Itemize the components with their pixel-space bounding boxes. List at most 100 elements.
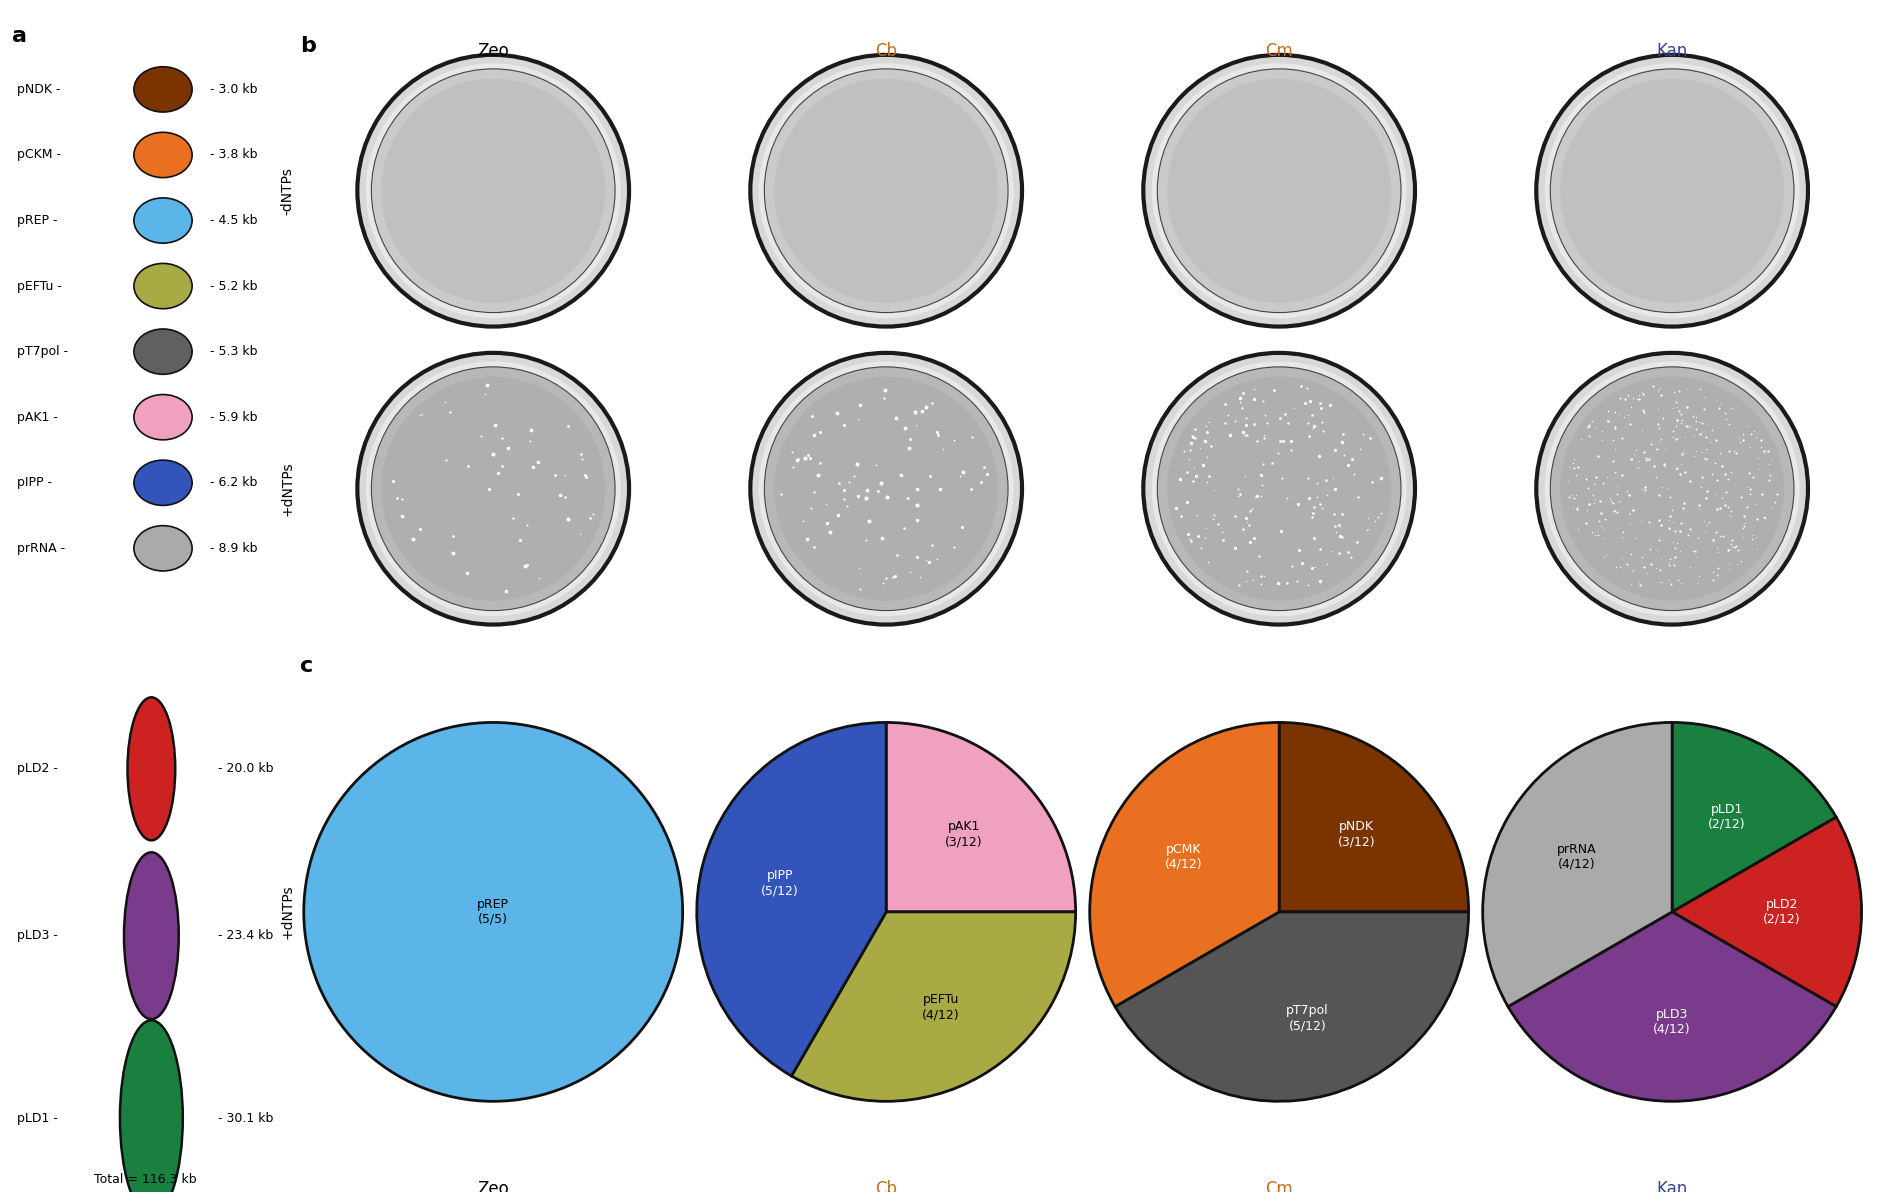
Text: pEFTu
(4/12): pEFTu (4/12): [922, 993, 960, 1022]
Text: +dNTPs: +dNTPs: [280, 884, 295, 939]
Circle shape: [381, 79, 605, 303]
Text: Cb: Cb: [875, 42, 898, 60]
Circle shape: [1561, 79, 1784, 303]
Wedge shape: [1279, 722, 1469, 912]
Ellipse shape: [133, 132, 192, 178]
Text: pREP -: pREP -: [17, 215, 58, 226]
Circle shape: [1561, 377, 1784, 601]
Wedge shape: [1089, 722, 1279, 1006]
Ellipse shape: [120, 1020, 182, 1192]
Text: prRNA -: prRNA -: [17, 542, 66, 554]
Text: pLD1
(2/12): pLD1 (2/12): [1709, 802, 1747, 831]
Circle shape: [1536, 353, 1809, 625]
Text: pNDK
(3/12): pNDK (3/12): [1337, 820, 1377, 849]
Text: pCKM -: pCKM -: [17, 149, 62, 161]
Circle shape: [1144, 353, 1414, 625]
Ellipse shape: [133, 198, 192, 243]
Wedge shape: [1671, 818, 1861, 1006]
Text: - 5.3 kb: - 5.3 kb: [210, 346, 257, 358]
Text: - 30.1 kb: - 30.1 kb: [218, 1112, 274, 1124]
Circle shape: [1144, 55, 1414, 327]
Text: pREP
(5/5): pREP (5/5): [477, 898, 509, 926]
Circle shape: [751, 353, 1022, 625]
Circle shape: [759, 361, 1014, 616]
Ellipse shape: [133, 263, 192, 309]
Circle shape: [357, 55, 629, 327]
Text: pLD1 -: pLD1 -: [17, 1112, 58, 1124]
Text: - 4.5 kb: - 4.5 kb: [210, 215, 257, 226]
Text: pLD2 -: pLD2 -: [17, 763, 58, 775]
Text: pLD2
(2/12): pLD2 (2/12): [1763, 898, 1801, 926]
Text: Zeo: Zeo: [477, 1180, 509, 1192]
Circle shape: [751, 55, 1022, 327]
Wedge shape: [1508, 912, 1837, 1101]
Circle shape: [1157, 69, 1401, 312]
Text: Kan: Kan: [1656, 1180, 1688, 1192]
Circle shape: [764, 367, 1008, 610]
Text: pEFTu -: pEFTu -: [17, 280, 62, 292]
Text: pLD3
(4/12): pLD3 (4/12): [1653, 1007, 1690, 1036]
Text: - 23.4 kb: - 23.4 kb: [218, 930, 274, 942]
Ellipse shape: [133, 395, 192, 440]
Text: prRNA
(4/12): prRNA (4/12): [1557, 843, 1596, 871]
Circle shape: [1151, 63, 1407, 318]
Circle shape: [1166, 79, 1392, 303]
Ellipse shape: [133, 67, 192, 112]
Wedge shape: [304, 722, 682, 1101]
Circle shape: [1546, 361, 1799, 616]
Text: - 20.0 kb: - 20.0 kb: [218, 763, 274, 775]
Text: pAK1 -: pAK1 -: [17, 411, 58, 423]
Text: pT7pol
(5/12): pT7pol (5/12): [1286, 1004, 1330, 1032]
Wedge shape: [1484, 722, 1671, 1006]
Text: - 6.2 kb: - 6.2 kb: [210, 477, 257, 489]
Text: pNDK -: pNDK -: [17, 83, 60, 95]
Text: - 5.2 kb: - 5.2 kb: [210, 280, 257, 292]
Circle shape: [764, 69, 1008, 312]
Text: pLD3 -: pLD3 -: [17, 930, 58, 942]
Wedge shape: [697, 722, 886, 1076]
Circle shape: [1157, 367, 1401, 610]
Circle shape: [372, 367, 616, 610]
Wedge shape: [1671, 722, 1837, 912]
Ellipse shape: [133, 526, 192, 571]
Circle shape: [357, 353, 629, 625]
Circle shape: [1166, 377, 1392, 601]
Text: pIPP
(5/12): pIPP (5/12): [761, 869, 798, 898]
Ellipse shape: [133, 329, 192, 374]
Text: Cb: Cb: [875, 1180, 898, 1192]
Text: +dNTPs: +dNTPs: [280, 461, 295, 516]
Text: Zeo: Zeo: [477, 42, 509, 60]
Text: - 5.9 kb: - 5.9 kb: [210, 411, 257, 423]
Text: Cm: Cm: [1266, 42, 1294, 60]
Circle shape: [372, 69, 616, 312]
Text: pAK1
(3/12): pAK1 (3/12): [945, 820, 982, 849]
Circle shape: [381, 377, 605, 601]
Text: - 3.8 kb: - 3.8 kb: [210, 149, 257, 161]
Text: a: a: [11, 26, 26, 46]
Circle shape: [1536, 55, 1809, 327]
Circle shape: [366, 63, 620, 318]
Text: Total = 116.3 kb: Total = 116.3 kb: [94, 1173, 197, 1186]
Text: b: b: [300, 36, 316, 56]
Circle shape: [774, 79, 999, 303]
Text: - 3.0 kb: - 3.0 kb: [210, 83, 257, 95]
Circle shape: [759, 63, 1014, 318]
Ellipse shape: [133, 460, 192, 505]
Circle shape: [366, 361, 620, 616]
Text: pCMK
(4/12): pCMK (4/12): [1164, 843, 1202, 871]
Wedge shape: [791, 912, 1076, 1101]
Circle shape: [1546, 63, 1799, 318]
Text: pT7pol -: pT7pol -: [17, 346, 69, 358]
Ellipse shape: [124, 852, 178, 1019]
Circle shape: [1151, 361, 1407, 616]
Wedge shape: [1116, 912, 1469, 1101]
Text: - 8.9 kb: - 8.9 kb: [210, 542, 257, 554]
Circle shape: [774, 377, 999, 601]
Text: Kan: Kan: [1656, 42, 1688, 60]
Circle shape: [1549, 367, 1793, 610]
Text: c: c: [300, 656, 314, 676]
Text: pIPP -: pIPP -: [17, 477, 53, 489]
Circle shape: [1549, 69, 1793, 312]
Text: Cm: Cm: [1266, 1180, 1294, 1192]
Text: -dNTPs: -dNTPs: [280, 167, 295, 215]
